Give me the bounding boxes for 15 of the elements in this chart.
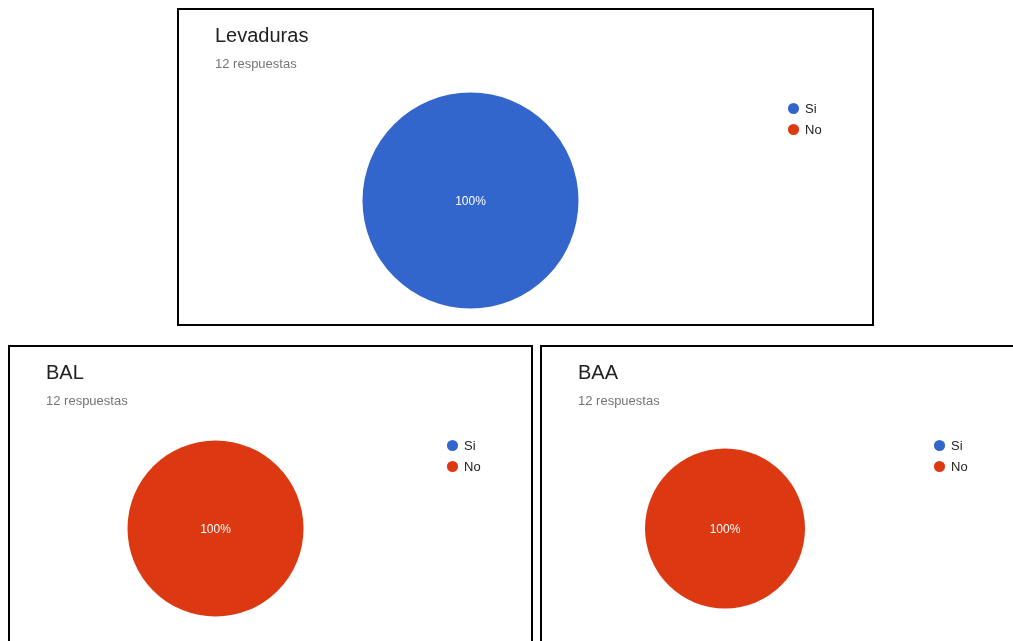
legend-label: No (805, 121, 822, 137)
data-label: 100% (455, 193, 487, 208)
legend-label: Si (464, 437, 476, 453)
legend-label: No (951, 458, 968, 474)
legend-label: No (464, 458, 481, 474)
chart-title: Levaduras (215, 24, 309, 46)
chart-subtitle: 12 respuestas (46, 393, 129, 408)
chart-title: BAL (46, 361, 84, 383)
legend-label: Si (805, 100, 817, 116)
text: 12 respuestas (215, 56, 298, 71)
chart-subtitle: 12 respuestas (578, 393, 661, 408)
data-label: 100% (709, 521, 741, 536)
data-label: 100% (200, 521, 232, 536)
chart-title: BAA (578, 361, 619, 383)
legend-label: Si (951, 437, 963, 453)
